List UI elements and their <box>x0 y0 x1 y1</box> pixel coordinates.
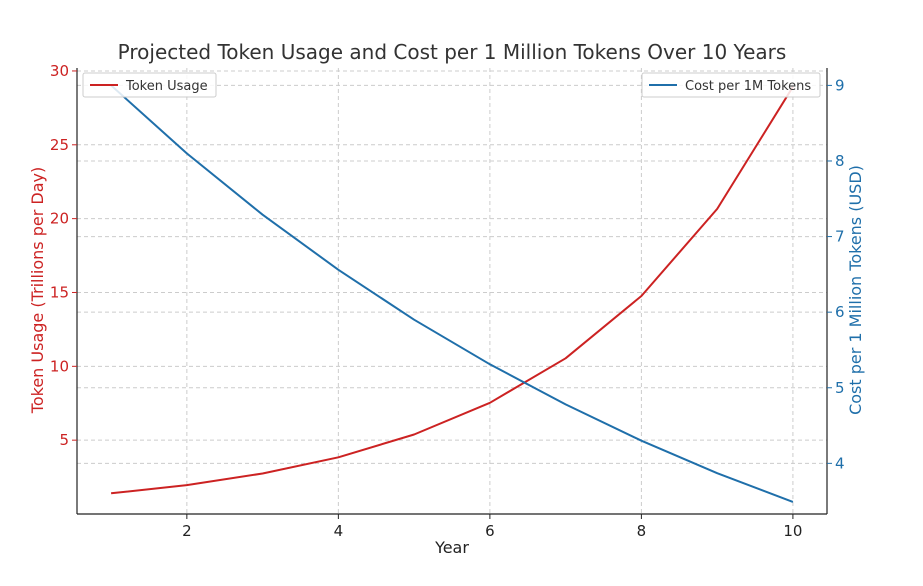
x-tick-label: 6 <box>485 522 495 540</box>
x-tick-label: 4 <box>334 522 344 540</box>
y-right-tick-label: 9 <box>835 76 845 94</box>
legend-label-cost: Cost per 1M Tokens <box>685 79 811 94</box>
y-right-tick-label: 8 <box>835 152 845 170</box>
y-left-tick-label: 5 <box>59 431 69 449</box>
legend-label-token-usage: Token Usage <box>125 79 208 94</box>
series-layer <box>110 84 794 503</box>
x-tick-label: 8 <box>637 522 647 540</box>
x-tick-label: 10 <box>783 522 802 540</box>
y-left-tick-label: 10 <box>50 357 69 375</box>
grid <box>77 68 827 514</box>
y-left-tick-label: 30 <box>50 62 69 80</box>
chart-title: Projected Token Usage and Cost per 1 Mil… <box>118 40 787 64</box>
x-tick-label: 2 <box>182 522 192 540</box>
legend-token-usage: Token Usage <box>82 72 217 98</box>
x-axis-label: Year <box>434 538 469 557</box>
y-axis-left-label: Token Usage (Trillions per Day) <box>28 167 47 414</box>
y-left-tick-label: 25 <box>50 136 69 154</box>
series-line-cost <box>110 84 794 503</box>
y-right-tick-label: 7 <box>835 228 845 246</box>
axes: 2 4 6 8 10 5 10 15 20 25 30 4 5 6 7 8 9 <box>50 62 845 540</box>
y-right-tick-label: 6 <box>835 303 845 321</box>
y-axis-right-label: Cost per 1 Million Tokens (USD) <box>846 165 865 415</box>
legend-cost: Cost per 1M Tokens <box>641 72 821 98</box>
series-line-token-usage <box>110 86 794 495</box>
y-left-tick-label: 15 <box>50 283 69 301</box>
y-right-tick-label: 4 <box>835 454 845 472</box>
y-right-tick-label: 5 <box>835 379 845 397</box>
y-left-tick-label: 20 <box>50 210 69 228</box>
